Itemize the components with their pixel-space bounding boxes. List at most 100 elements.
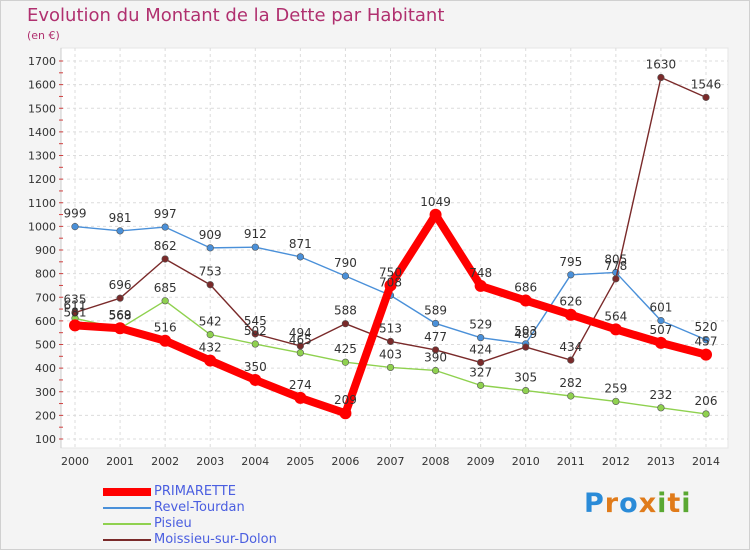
data-point [249, 373, 262, 386]
x-tick-label: 2012 [602, 455, 630, 468]
data-point [116, 294, 124, 302]
data-point [702, 410, 710, 418]
x-tick-label: 2005 [286, 455, 314, 468]
data-label: 232 [649, 388, 672, 402]
data-label: 494 [289, 326, 312, 340]
legend-label: Revel-Tourdan [154, 500, 245, 515]
legend-label: Moissieu-sur-Dolon [154, 532, 277, 547]
data-point [474, 279, 487, 292]
data-point [431, 366, 440, 375]
data-label: 685 [154, 281, 177, 295]
y-tick-label: 1100 [28, 197, 56, 210]
data-label: 1630 [646, 58, 677, 72]
data-label: 434 [559, 340, 582, 354]
data-point [477, 334, 485, 342]
x-tick-label: 2013 [647, 455, 675, 468]
data-point [609, 323, 622, 336]
data-point [654, 336, 667, 349]
data-point [206, 244, 214, 252]
data-point [477, 358, 485, 367]
data-point [341, 272, 350, 280]
data-point [522, 343, 530, 351]
data-point [296, 349, 304, 357]
data-point [386, 337, 395, 346]
legend-swatch [103, 507, 151, 509]
data-label: 601 [649, 301, 672, 315]
data-point [431, 346, 440, 354]
y-tick-label: 900 [35, 244, 56, 257]
data-label: 871 [289, 237, 312, 251]
data-label: 696 [109, 278, 132, 292]
data-label: 635 [64, 293, 87, 307]
data-point [161, 255, 169, 263]
proxiti-logo: Proxiti [584, 488, 692, 519]
data-point [702, 93, 710, 101]
data-label: 999 [64, 207, 87, 221]
data-point [251, 340, 259, 348]
x-tick-label: 2014 [692, 455, 720, 468]
y-tick-label: 1200 [28, 173, 56, 186]
data-label: 626 [559, 295, 582, 309]
data-label: 862 [154, 239, 177, 253]
data-label: 909 [199, 228, 222, 242]
data-point [564, 308, 577, 321]
data-label: 611 [64, 298, 87, 312]
data-label: 542 [199, 315, 222, 329]
x-tick-label: 2008 [422, 455, 450, 468]
x-tick-label: 2011 [557, 455, 585, 468]
y-tick-label: 500 [35, 339, 56, 352]
data-label: 477 [424, 330, 447, 344]
y-tick-label: 300 [35, 386, 56, 399]
data-point [567, 356, 575, 364]
data-point [251, 243, 259, 251]
data-point [657, 404, 665, 412]
data-point [341, 358, 350, 366]
data-label: 350 [244, 360, 267, 374]
data-point [612, 275, 620, 283]
data-label: 209 [334, 393, 357, 407]
data-label: 686 [514, 281, 537, 295]
data-label: 305 [514, 371, 537, 385]
data-label: 997 [154, 207, 177, 221]
data-point [114, 322, 127, 335]
data-label: 589 [424, 303, 447, 317]
data-point [612, 397, 620, 406]
y-tick-label: 1300 [28, 150, 56, 163]
x-tick-label: 2000 [61, 455, 89, 468]
data-point [206, 330, 214, 339]
data-label: 502 [244, 324, 267, 338]
x-tick-label: 2009 [467, 455, 495, 468]
x-tick-label: 2003 [196, 455, 224, 468]
data-label: 568 [109, 308, 132, 322]
data-label: 748 [469, 266, 492, 280]
data-point [204, 354, 217, 367]
data-point [116, 227, 124, 235]
data-point [657, 317, 665, 325]
data-point [251, 330, 259, 338]
data-label: 424 [469, 342, 492, 356]
y-tick-label: 600 [35, 315, 56, 328]
data-label: 274 [289, 378, 312, 392]
data-label: 513 [379, 321, 402, 335]
data-label: 282 [559, 376, 582, 390]
data-label: 753 [199, 265, 222, 279]
data-label: 805 [604, 252, 627, 266]
data-label: 520 [695, 320, 718, 334]
data-label: 259 [604, 381, 627, 395]
data-point [71, 309, 79, 317]
data-label: 588 [334, 304, 357, 318]
x-tick-label: 2002 [151, 455, 179, 468]
data-point [159, 334, 172, 347]
data-label: 1049 [420, 195, 451, 209]
y-tick-label: 800 [35, 268, 56, 281]
data-label: 327 [469, 365, 492, 379]
x-tick-label: 2007 [377, 455, 405, 468]
data-point [69, 319, 81, 332]
data-point [567, 392, 575, 400]
data-point [477, 381, 485, 389]
data-label: 465 [289, 333, 312, 347]
data-point [657, 73, 665, 82]
data-point [341, 320, 350, 328]
data-label: 545 [244, 314, 267, 328]
x-tick-label: 2006 [331, 455, 359, 468]
